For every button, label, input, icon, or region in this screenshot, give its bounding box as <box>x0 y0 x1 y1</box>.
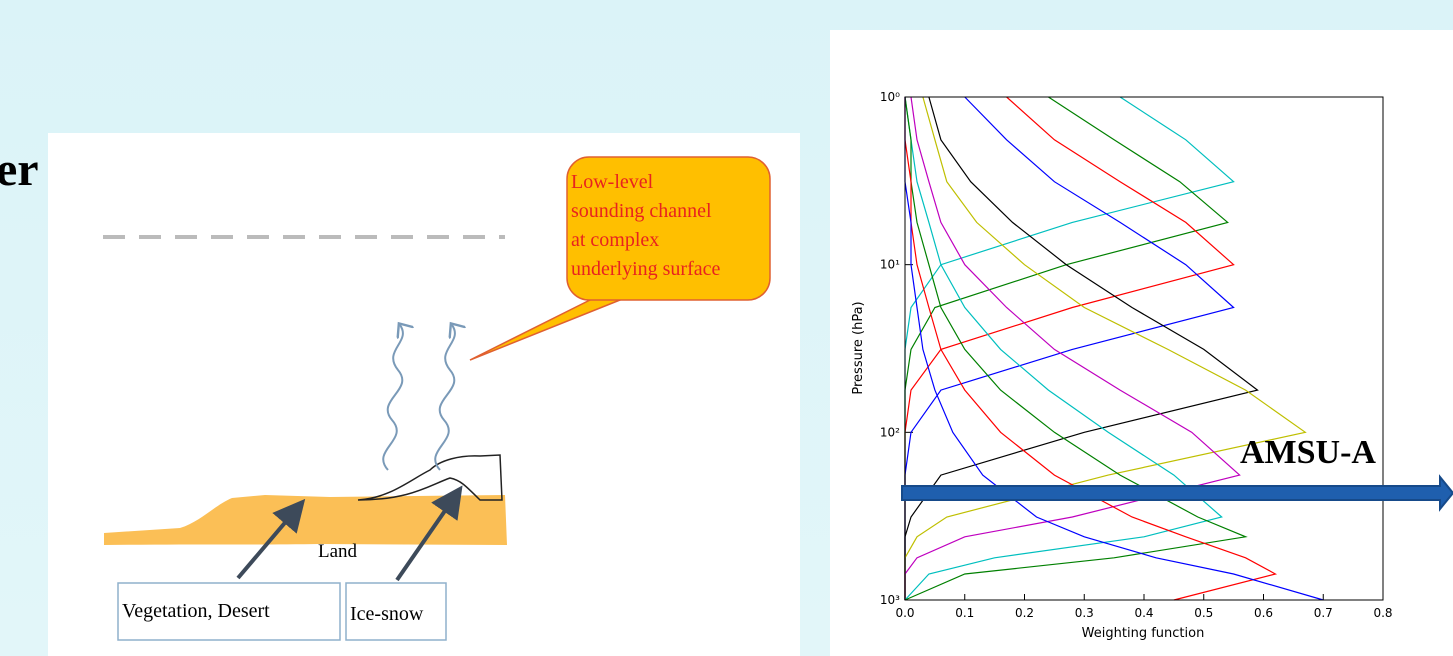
callout-text: Low-level <box>571 171 654 193</box>
x-tick-label: 0.2 <box>1015 606 1034 620</box>
x-tick-label: 0.1 <box>955 606 974 620</box>
slide: er Low-level sounding channel at complex un… <box>0 0 1453 656</box>
y-tick-label: 10¹ <box>880 258 900 272</box>
annotation: AMSU-A <box>1240 434 1376 471</box>
chart-panel <box>830 30 1453 656</box>
callout-text: underlying surface <box>571 258 721 280</box>
page: er Low-level sounding channel at complex un… <box>0 0 1453 656</box>
x-tick-label: 0.3 <box>1075 606 1094 620</box>
y-tick-label: 10³ <box>880 593 900 607</box>
callout-text: sounding channel <box>571 200 712 222</box>
callout-text: at complex <box>571 229 659 251</box>
x-tick-label: 0.6 <box>1254 606 1273 620</box>
land-label: Land <box>318 541 358 562</box>
x-tick-label: 0.4 <box>1134 606 1153 620</box>
x-tick-label: 0.8 <box>1373 606 1392 620</box>
x-tick-label: 0.0 <box>895 606 914 620</box>
title-fragment: er <box>0 143 39 196</box>
box-label: Ice-snow <box>350 603 424 625</box>
y-tick-label: 10² <box>880 425 900 439</box>
box-label: Vegetation, Desert <box>122 600 270 622</box>
y-tick-label: 10⁰ <box>880 90 900 104</box>
y-axis-label: Pressure (hPa) <box>851 301 866 394</box>
x-tick-label: 0.7 <box>1314 606 1333 620</box>
x-axis-label: Weighting function <box>1082 626 1205 641</box>
x-tick-label: 0.5 <box>1194 606 1213 620</box>
